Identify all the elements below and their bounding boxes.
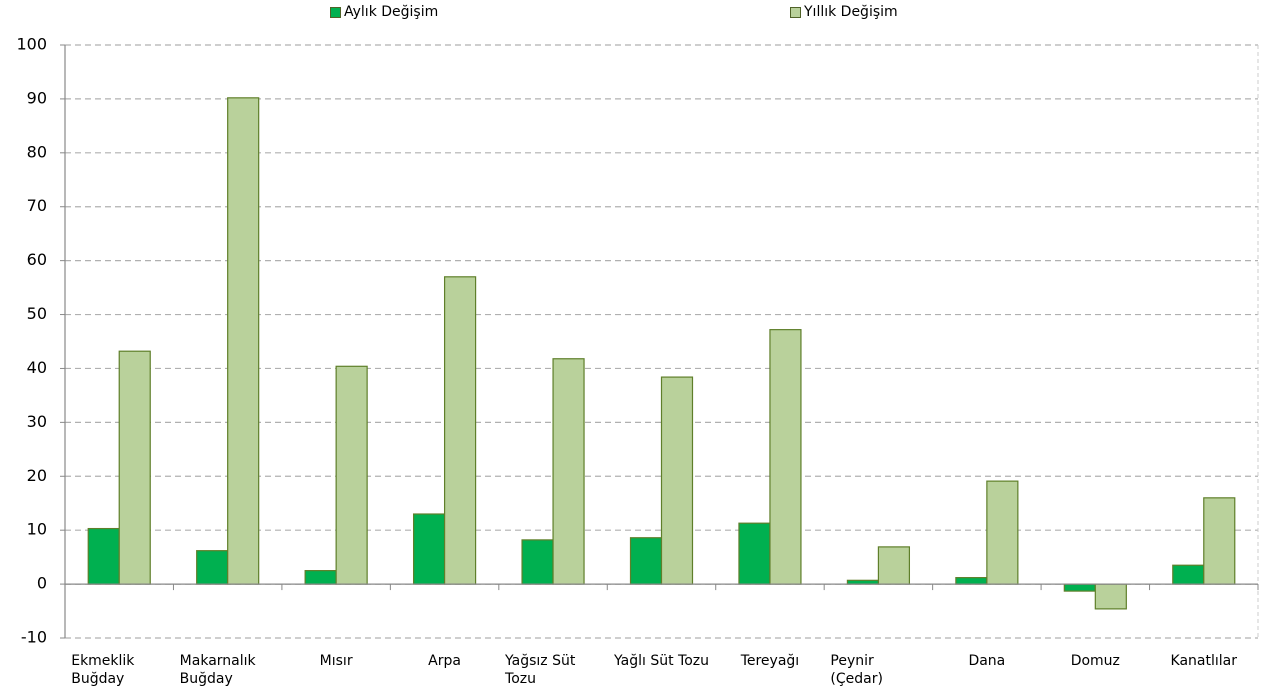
y-tick-label: 30 [27, 412, 47, 431]
y-tick-label: 40 [27, 358, 47, 377]
x-tick-label: Mısır [282, 652, 390, 670]
x-tick-label-text: Dana [968, 653, 1006, 669]
bar [877, 546, 911, 585]
y-tick-label: -10 [21, 628, 47, 647]
x-tick-label-text: Yağlı Süt Tozu [614, 653, 709, 669]
x-tick-label: Kanatlılar [1150, 652, 1258, 670]
bar [87, 527, 120, 585]
bar [1094, 583, 1127, 610]
x-tick-label-text: Ekmeklik Buğday [71, 653, 135, 687]
x-tick-label: Yağsız Süt Tozu [499, 652, 607, 688]
x-tick-label-text: Mısır [319, 653, 353, 669]
y-tick-label: 10 [27, 520, 47, 539]
y-tick-label: 90 [27, 88, 47, 107]
legend-swatch [330, 6, 341, 18]
y-tick-label: 0 [37, 574, 47, 593]
x-tick-label: Domuz [1041, 652, 1149, 670]
bar [227, 97, 260, 585]
legend-item: Aylık Değişim [330, 4, 438, 20]
x-tick-label: Arpa [390, 652, 498, 670]
bar [552, 358, 585, 585]
bar [955, 577, 988, 585]
x-tick-label-text: Domuz [1070, 653, 1120, 669]
bar [738, 522, 771, 585]
legend-swatch [790, 6, 801, 18]
legend-label: Yıllık Değişim [804, 4, 898, 20]
bar [1203, 497, 1236, 585]
bar [304, 570, 337, 585]
legend-item: Yıllık Değişim [790, 4, 898, 20]
bar [769, 329, 802, 585]
bar [335, 365, 368, 585]
bar [629, 537, 663, 585]
bar [443, 276, 477, 585]
x-tick-label-text: Arpa [428, 653, 461, 669]
y-tick-label: 50 [27, 304, 47, 323]
x-tick-label-text: Peynir (Çedar) [830, 653, 883, 687]
y-tick-label: 100 [16, 35, 47, 54]
x-tick-label: Dana [933, 652, 1041, 670]
y-tick-label: 60 [27, 250, 47, 269]
x-tick-label-text: Makarnalık Buğday [179, 653, 256, 687]
bar [660, 376, 694, 585]
bar [986, 480, 1019, 585]
bar [412, 513, 446, 585]
y-tick-label: 70 [27, 196, 47, 215]
bar [1172, 564, 1205, 585]
bar [118, 350, 151, 585]
bar [1063, 583, 1096, 592]
x-tick-label-text: Kanatlılar [1170, 653, 1237, 669]
bar [196, 550, 229, 585]
x-tick-label-text: Tereyağı [740, 653, 800, 669]
y-tick-label: 20 [27, 466, 47, 485]
legend-label: Aylık Değişim [344, 4, 439, 20]
x-tick-label: Ekmeklik Buğday [65, 652, 173, 688]
bar [521, 539, 554, 585]
x-tick-label-text: Yağsız Süt Tozu [505, 653, 576, 687]
x-tick-label: Yağlı Süt Tozu [607, 652, 715, 670]
x-tick-label: Tereyağı [716, 652, 824, 670]
x-tick-label: Peynir (Çedar) [824, 652, 932, 688]
x-tick-label: Makarnalık Buğday [173, 652, 281, 688]
y-tick-label: 80 [27, 142, 47, 161]
